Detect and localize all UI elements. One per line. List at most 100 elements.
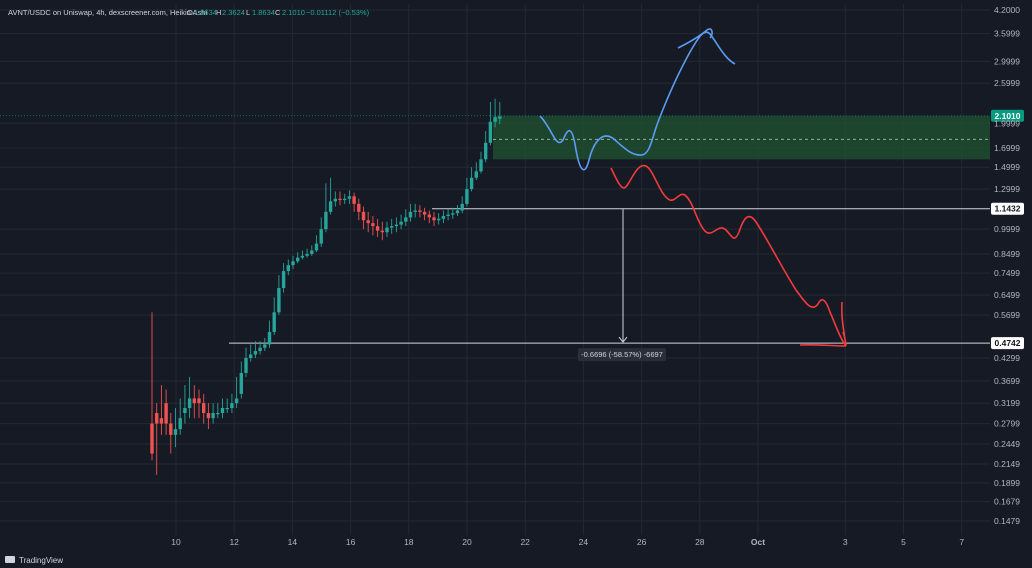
candle-body	[347, 196, 352, 199]
candle	[206, 403, 211, 430]
candle-body	[173, 429, 178, 435]
time-tick-label: 3	[843, 537, 848, 547]
last-price-text: 2.1010	[995, 111, 1021, 121]
candle-body	[286, 265, 290, 272]
candle	[173, 407, 178, 448]
candle	[460, 196, 464, 214]
candle-body	[281, 271, 286, 289]
candle-body	[469, 177, 474, 190]
l-label: L	[246, 8, 250, 17]
candle	[249, 344, 253, 362]
price-tick-label: 0.1899	[994, 478, 1020, 488]
price-tick-label: 0.2799	[994, 419, 1020, 429]
candle	[474, 162, 478, 180]
bearish-target-arrow[interactable]	[799, 301, 847, 347]
candle	[225, 398, 229, 413]
candle	[455, 205, 460, 216]
candle-body	[446, 214, 450, 216]
level-price-text: 1.1432	[995, 204, 1021, 214]
time-tick-label: Oct	[751, 537, 765, 547]
candle-body	[319, 229, 323, 244]
tradingview-logo[interactable]: TradingView	[5, 556, 63, 565]
candle-body	[413, 210, 417, 212]
candle	[498, 101, 502, 125]
tradingview-brand: TradingView	[19, 556, 63, 565]
time-tick-label: 22	[520, 537, 530, 547]
candle	[479, 151, 483, 174]
candle-body	[206, 412, 211, 419]
candle-body	[169, 423, 173, 435]
price-tick-label: 0.5699	[994, 310, 1020, 320]
candle	[352, 192, 356, 212]
candle	[338, 191, 342, 206]
candle	[178, 398, 182, 435]
candle-body	[422, 211, 427, 215]
time-tick-label: 26	[637, 537, 647, 547]
candle-body	[455, 210, 460, 214]
candle	[361, 206, 366, 230]
measure-label: -0.6696 (-58.57%) -6697	[581, 350, 663, 359]
candle-body	[310, 250, 314, 254]
candle	[488, 101, 493, 146]
price-tick-label: 0.8499	[994, 249, 1020, 259]
candle	[281, 263, 286, 293]
measure-tool[interactable]: -0.6696 (-58.57%) -6697	[578, 208, 666, 362]
candle	[413, 203, 417, 218]
bullish-projection-curl[interactable]	[677, 28, 713, 49]
time-tick-label: 24	[579, 537, 589, 547]
candle	[286, 259, 290, 276]
candle	[319, 217, 323, 247]
candle-body	[375, 226, 380, 231]
candle	[385, 221, 389, 237]
price-tick-label: 4.2000	[994, 5, 1020, 15]
candle	[155, 403, 159, 475]
candle-body	[479, 159, 483, 172]
candle-body	[150, 423, 154, 454]
price-tick-label: 1.2999	[994, 184, 1020, 194]
c-value: 2.1010	[282, 8, 305, 17]
demand-zone[interactable]	[493, 115, 990, 160]
measure-label-bg	[578, 348, 666, 362]
candle	[314, 235, 319, 253]
candle	[187, 376, 192, 419]
candle-body	[484, 142, 488, 160]
price-tick-label: 1.4999	[994, 162, 1020, 172]
candle-body	[220, 407, 225, 413]
candle-body	[296, 257, 300, 262]
o-label: O	[187, 8, 193, 17]
price-tick-label: 0.4299	[994, 353, 1020, 363]
horizontal-levels[interactable]: 1.1432 0.4742 2.1010	[0, 109, 1024, 350]
candle	[310, 245, 314, 256]
candle-body	[394, 224, 399, 227]
candle	[300, 250, 305, 260]
candle-body	[249, 354, 253, 359]
candle-body	[408, 211, 413, 218]
candle	[211, 403, 215, 424]
candle-body	[192, 398, 196, 404]
candle-body	[441, 215, 446, 219]
candle	[404, 209, 408, 227]
candle-body	[390, 226, 394, 228]
price-axis[interactable]: 4.2000 3.5999 2.9999 2.5999 1.9999 1.6999 1.49…	[994, 5, 1020, 526]
measure-arrowhead	[618, 336, 628, 343]
candle	[390, 218, 394, 234]
ohlc-readout: O 1.9634 H 2.3624 L 1.8634 C 2.1010 −0.0…	[187, 8, 370, 17]
bearish-projection-line[interactable]	[610, 164, 847, 347]
candle	[375, 218, 380, 237]
candles	[150, 98, 502, 475]
candle-body	[465, 189, 469, 204]
candle	[432, 211, 436, 227]
candle	[441, 210, 446, 224]
price-tick-label: 1.9999	[994, 118, 1020, 128]
candle-body	[263, 344, 267, 348]
candle	[169, 412, 173, 454]
candle-body	[366, 220, 370, 224]
candle	[296, 252, 300, 264]
candle-body	[305, 253, 309, 256]
price-tick-label: 0.3699	[994, 376, 1020, 386]
candle-body	[498, 116, 502, 119]
time-axis[interactable]: 10 12 14 16 18 20 22 24 26 28 Oct 3 5 7	[171, 537, 964, 547]
candle	[239, 361, 243, 399]
